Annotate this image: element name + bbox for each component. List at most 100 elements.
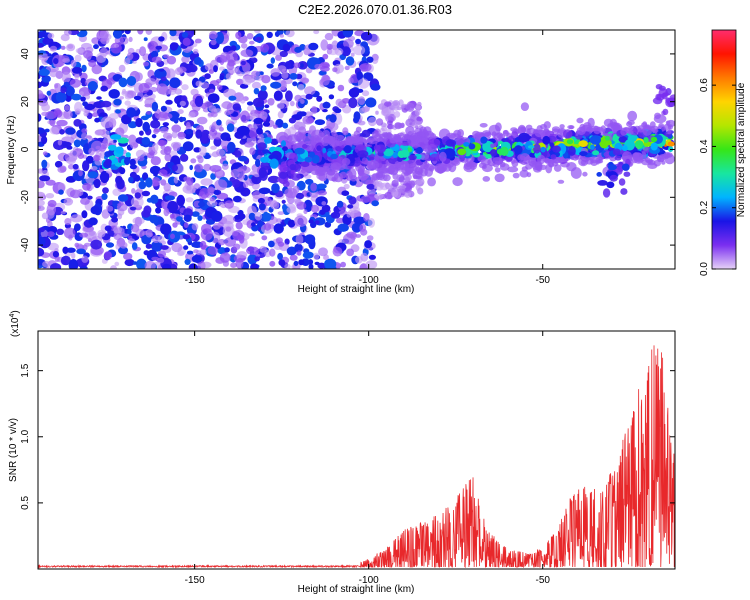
spectrogram-cell bbox=[452, 177, 463, 187]
spectrogram-cell bbox=[367, 218, 375, 228]
spectrogram-cell bbox=[274, 31, 280, 37]
spectrogram-cell bbox=[579, 151, 588, 157]
spectrogram-cell bbox=[308, 42, 319, 51]
spectrogram-cell bbox=[199, 152, 206, 157]
spectrogram-y-ticks: -40 -20 0 20 40 bbox=[20, 48, 675, 252]
spectrogram-cell bbox=[63, 30, 72, 36]
spectrogram-cell bbox=[113, 30, 123, 39]
spectrogram-cell bbox=[110, 265, 117, 269]
spectrogram-cell bbox=[132, 60, 137, 64]
spectrogram-cell bbox=[222, 214, 235, 225]
spectrogram-cell bbox=[665, 97, 671, 103]
spectrogram-cell bbox=[570, 167, 582, 179]
spectrogram-cell bbox=[381, 168, 390, 174]
spectrogram-cell bbox=[129, 206, 137, 211]
spectrogram-cell bbox=[174, 88, 183, 95]
spectrogram-cell bbox=[628, 125, 634, 131]
spectrogram-cell bbox=[357, 136, 364, 146]
spectrogram-cell bbox=[317, 262, 326, 269]
spectrogram-cell bbox=[111, 216, 118, 223]
spectrogram-cell bbox=[47, 208, 55, 219]
spectrogram-cell bbox=[100, 100, 112, 108]
spectrogram-cell bbox=[69, 78, 81, 88]
spectrogram-cell bbox=[160, 223, 172, 235]
spectrogram-cell bbox=[161, 202, 168, 209]
spectrogram-cell bbox=[118, 246, 128, 255]
spectrogram-cell bbox=[345, 138, 354, 146]
spectrogram-panel: -150 -100 -50 -40 -20 0 20 40 Height of straig… bbox=[6, 29, 676, 295]
spectrogram-cell bbox=[68, 163, 75, 170]
spectrogram-cell bbox=[251, 222, 256, 227]
spectrogram-cell bbox=[650, 136, 658, 143]
tick-label: -100 bbox=[359, 275, 379, 286]
spectrogram-cell bbox=[382, 107, 392, 117]
spectrogram-cell bbox=[285, 30, 295, 38]
spectrogram-cell bbox=[288, 117, 296, 124]
spectrogram-cell bbox=[62, 246, 69, 254]
spectrogram-cell bbox=[314, 63, 322, 70]
spectrogram-cell bbox=[614, 155, 622, 161]
spectrogram-cell bbox=[512, 133, 518, 139]
spectrogram-cell bbox=[621, 151, 633, 163]
spectrogram-cell bbox=[205, 219, 215, 225]
spectrogram-cell bbox=[414, 109, 421, 116]
spectrogram-cell bbox=[134, 72, 143, 82]
spectrogram-cell bbox=[621, 145, 628, 152]
spectrogram-cell bbox=[348, 77, 354, 84]
spectrogram-cell bbox=[80, 197, 90, 205]
spectrogram-cell bbox=[376, 118, 384, 126]
spectrogram-cell bbox=[154, 108, 162, 119]
spectrogram-cell bbox=[262, 212, 272, 222]
spectrogram-cell bbox=[239, 96, 246, 104]
spectrogram-cell bbox=[38, 89, 44, 99]
spectrogram-cell bbox=[200, 133, 208, 144]
spectrogram-cell bbox=[46, 231, 55, 238]
spectrogram-cell bbox=[216, 84, 223, 91]
spectrogram-cell bbox=[208, 133, 216, 140]
spectrogram-cell bbox=[41, 159, 48, 169]
spectrogram-cell bbox=[164, 153, 172, 162]
spectrogram-cell bbox=[343, 145, 352, 154]
spectrogram-cell bbox=[277, 211, 285, 216]
spectrogram-cell bbox=[145, 177, 153, 188]
spectrogram-cell bbox=[185, 121, 191, 129]
spectrogram-cell bbox=[254, 256, 260, 262]
spectrogram-cell bbox=[341, 190, 350, 196]
spectrogram-cell bbox=[276, 131, 289, 144]
spectrogram-cell bbox=[246, 101, 254, 106]
spectrogram-cell bbox=[231, 179, 241, 188]
spectrogram-cell bbox=[74, 223, 81, 231]
spectrogram-cell bbox=[60, 45, 66, 50]
snr-background bbox=[38, 331, 675, 569]
spectrogram-cell bbox=[357, 96, 366, 105]
spectrogram-cell bbox=[234, 214, 240, 220]
spectrogram-cell bbox=[212, 222, 221, 230]
spectrogram-cell bbox=[126, 76, 137, 86]
spectrogram-cell bbox=[324, 221, 332, 228]
snr-x-ticks: -150 -100 -50 bbox=[185, 331, 550, 586]
spectrogram-cell bbox=[96, 52, 107, 64]
spectrogram-cell bbox=[164, 195, 175, 201]
spectrogram-cell bbox=[645, 159, 653, 164]
spectrogram-cell bbox=[118, 77, 128, 88]
spectrogram-cell bbox=[209, 165, 222, 172]
spectrogram-cell bbox=[179, 100, 186, 107]
spectrogram-cell bbox=[496, 132, 504, 139]
spectrogram-cell bbox=[92, 108, 97, 113]
snr-series-line bbox=[38, 345, 675, 569]
spectrogram-cell bbox=[81, 42, 92, 50]
spectrogram-cell bbox=[634, 140, 644, 149]
spectrogram-cell bbox=[566, 139, 574, 145]
spectrogram-cell bbox=[42, 260, 51, 268]
spectrogram-cell bbox=[131, 188, 136, 194]
spectrogram-cell bbox=[141, 137, 150, 145]
spectrogram-cell bbox=[91, 140, 104, 153]
spectrogram-cell bbox=[61, 71, 71, 83]
spectrogram-cell bbox=[620, 127, 628, 136]
spectrogram-cell bbox=[282, 43, 291, 52]
spectrogram-cell bbox=[105, 242, 115, 248]
spectrogram-cell bbox=[526, 127, 536, 135]
spectrogram-cell bbox=[600, 125, 606, 133]
spectrogram-cell bbox=[282, 146, 288, 152]
spectrogram-cell bbox=[337, 223, 349, 232]
